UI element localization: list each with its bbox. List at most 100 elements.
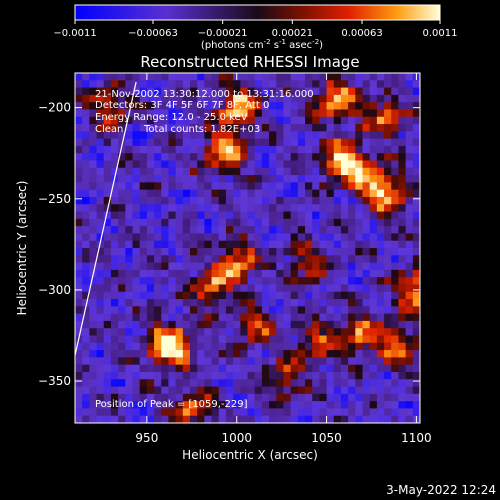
heatmap-cell	[333, 189, 342, 198]
heatmap-cell	[391, 189, 400, 198]
heatmap-cell	[369, 87, 378, 96]
heatmap-cell	[154, 342, 162, 351]
heatmap-cell	[412, 160, 420, 169]
heatmap-cell	[103, 386, 112, 395]
heatmap-cell	[319, 167, 328, 176]
heatmap-cell	[376, 379, 385, 388]
heatmap-cell	[204, 269, 213, 278]
heatmap-cell	[326, 145, 335, 154]
heatmap-cell	[261, 342, 270, 351]
heatmap-cell	[118, 248, 126, 256]
heatmap-cell	[405, 415, 414, 423]
heatmap-cell	[211, 160, 220, 169]
heatmap-cell	[326, 116, 335, 125]
heatmap-cell	[146, 116, 155, 125]
heatmap-cell	[132, 153, 141, 162]
heatmap-cell	[190, 277, 198, 286]
heatmap-cell	[283, 160, 292, 169]
heatmap-cell	[110, 124, 119, 132]
heatmap-cell	[391, 401, 400, 410]
heatmap-cell	[398, 371, 407, 380]
heatmap-cell	[154, 233, 162, 242]
heatmap-cell	[283, 342, 292, 351]
heatmap-cell	[211, 182, 220, 191]
heatmap-cell	[376, 386, 385, 395]
heatmap-cell	[247, 415, 256, 423]
heatmap-cell	[247, 211, 256, 220]
heatmap-cell	[369, 102, 378, 111]
heatmap-cell	[261, 386, 270, 395]
heatmap-cell	[384, 175, 392, 183]
heatmap-cell	[240, 299, 249, 307]
heatmap-cell	[319, 233, 328, 242]
heatmap-cell	[225, 335, 234, 344]
heatmap-cell	[225, 364, 234, 373]
heatmap-cell	[175, 102, 184, 111]
heatmap-cell	[125, 386, 134, 395]
heatmap-cell	[276, 262, 285, 271]
heatmap-cell	[254, 167, 263, 176]
heatmap-cell	[283, 401, 292, 410]
heatmap-cell	[211, 401, 220, 410]
heatmap-cell	[362, 116, 371, 125]
heatmap-cell	[305, 393, 313, 402]
heatmap-cell	[218, 269, 227, 278]
heatmap-cell	[82, 248, 90, 256]
heatmap-cell	[139, 350, 148, 358]
heatmap-cell	[139, 87, 148, 96]
heatmap-cell	[182, 94, 191, 103]
heatmap-cell	[96, 226, 105, 235]
heatmap-cell	[197, 80, 205, 89]
heatmap-cell	[412, 379, 420, 388]
heatmap-cell	[384, 357, 392, 366]
heatmap-cell	[297, 211, 306, 220]
heatmap-cell	[269, 379, 277, 388]
heatmap-cell	[146, 218, 155, 227]
heatmap-cell	[103, 73, 112, 81]
heatmap-cell	[89, 94, 98, 103]
heatmap-cell	[218, 306, 227, 315]
heatmap-cell	[412, 145, 420, 154]
heatmap-cell	[362, 167, 371, 176]
heatmap-cell	[348, 313, 356, 322]
heatmap-cell	[225, 218, 234, 227]
heatmap-cell	[333, 138, 342, 147]
heatmap-cell	[175, 87, 184, 96]
heatmap-cell	[161, 248, 170, 256]
heatmap-cell	[161, 299, 170, 307]
heatmap-cell	[161, 269, 170, 278]
heatmap-cell	[276, 328, 285, 337]
heatmap-cell	[376, 226, 385, 235]
heatmap-cell	[110, 248, 119, 256]
heatmap-cell	[319, 255, 328, 264]
heatmap-cell	[168, 328, 177, 337]
heatmap-cell	[254, 182, 263, 191]
heatmap-cell	[190, 415, 198, 423]
heatmap-cell	[254, 196, 263, 205]
heatmap-cell	[276, 160, 285, 169]
heatmap-cell	[398, 277, 407, 286]
heatmap-cell	[103, 189, 112, 198]
heatmap-cell	[154, 408, 162, 417]
heatmap-cell	[211, 277, 220, 286]
heatmap-cell	[125, 364, 134, 373]
heatmap-cell	[254, 248, 263, 256]
heatmap-cell	[89, 160, 98, 169]
heatmap-cell	[182, 153, 191, 162]
heatmap-cell	[225, 240, 234, 249]
heatmap-cell	[154, 328, 162, 337]
heatmap-cell	[376, 80, 385, 89]
heatmap-cell	[297, 153, 306, 162]
heatmap-cell	[348, 320, 356, 329]
heatmap-cell	[190, 386, 198, 395]
heatmap-cell	[240, 124, 249, 132]
heatmap-cell	[326, 262, 335, 271]
heatmap-cell	[305, 401, 313, 410]
heatmap-cell	[175, 364, 184, 373]
heatmap-cell	[218, 73, 227, 81]
heatmap-cell	[412, 182, 420, 191]
heatmap-cell	[96, 313, 105, 322]
heatmap-cell	[333, 160, 342, 169]
heatmap-cell	[161, 80, 170, 89]
heatmap-cell	[290, 226, 299, 235]
